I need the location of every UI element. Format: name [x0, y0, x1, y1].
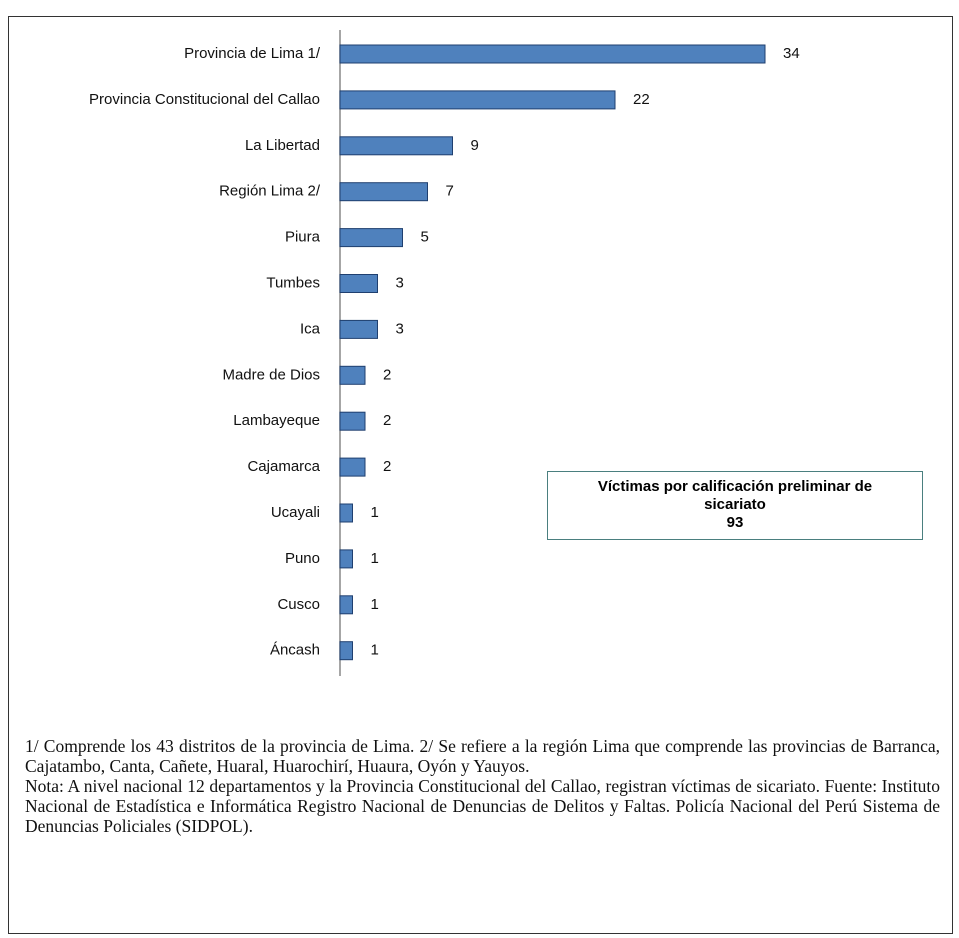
bar: [339, 641, 353, 661]
bar: [339, 274, 378, 293]
bar: [339, 503, 353, 523]
value-label: 7: [446, 183, 454, 200]
bar: [339, 44, 766, 64]
category-label: Tumbes: [266, 274, 320, 291]
value-label: 1: [371, 504, 379, 521]
category-label: Cusco: [277, 596, 320, 613]
bar: [339, 365, 366, 385]
category-label: Provincia de Lima 1/: [184, 45, 321, 62]
annotation-value: 93: [726, 514, 744, 531]
category-label: Cajamarca: [247, 458, 320, 475]
value-label: 2: [383, 412, 391, 429]
value-label: 1: [371, 596, 379, 613]
value-label: 5: [421, 229, 429, 246]
value-label: 2: [383, 458, 391, 475]
frame: [8, 16, 953, 934]
category-label: Puno: [285, 550, 320, 567]
bar: [339, 136, 453, 156]
value-label: 2: [383, 366, 391, 383]
bar: [339, 549, 353, 569]
value-label: 1: [371, 550, 379, 567]
bar: [339, 319, 378, 339]
category-label: Áncash: [270, 642, 320, 659]
annotation-text: Víctimas por calificación preliminar de …: [597, 478, 873, 513]
annotation-box: Víctimas por calificación preliminar de …: [547, 471, 923, 540]
note: Nota: A nivel nacional 12 departamentos …: [25, 776, 940, 836]
value-label: 34: [783, 45, 800, 62]
category-label: La Libertad: [245, 137, 320, 154]
category-label: Ica: [300, 320, 321, 337]
bar: [339, 595, 353, 615]
category-label: Piura: [285, 229, 321, 246]
bar: [339, 182, 428, 202]
category-label: Lambayeque: [233, 412, 320, 429]
category-label: Madre de Dios: [222, 366, 320, 383]
note: 1/ Comprende los 43 distritos de la prov…: [25, 736, 940, 776]
value-label: 1: [371, 642, 379, 659]
notes: 1/ Comprende los 43 distritos de la prov…: [25, 736, 940, 836]
value-label: 3: [396, 274, 404, 291]
bar: [339, 411, 366, 431]
value-label: 3: [396, 320, 404, 337]
bar: [339, 457, 366, 477]
value-label: 22: [633, 91, 650, 108]
category-label: Ucayali: [271, 504, 320, 521]
bar: [339, 90, 616, 110]
bar: [339, 228, 403, 248]
value-label: 9: [471, 137, 479, 154]
category-label: Región Lima 2/: [219, 183, 321, 200]
category-label: Provincia Constitucional del Callao: [89, 91, 320, 108]
